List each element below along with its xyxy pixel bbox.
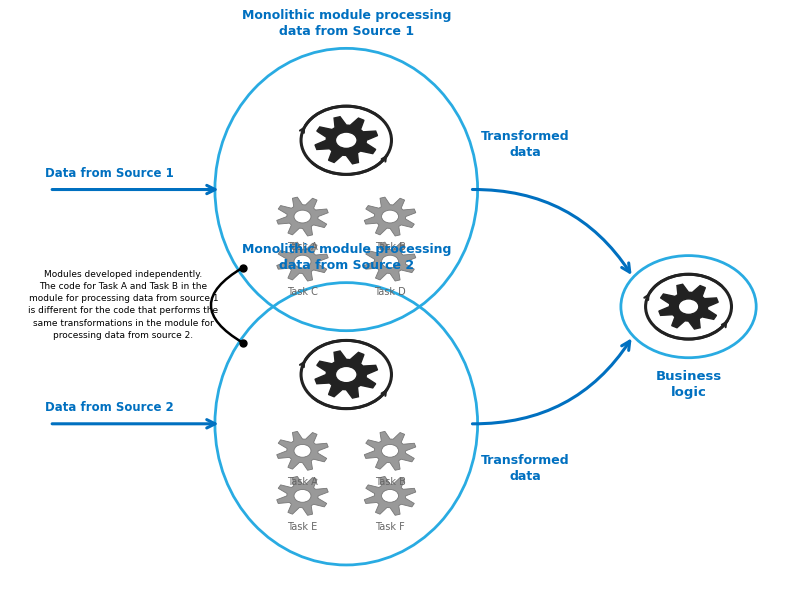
Polygon shape: [277, 477, 328, 515]
Circle shape: [335, 367, 357, 383]
Polygon shape: [315, 117, 377, 164]
Text: Data from Source 2: Data from Source 2: [45, 401, 174, 414]
Text: Data from Source 1: Data from Source 1: [45, 167, 174, 180]
Text: Monolithic module processing
data from Source 2: Monolithic module processing data from S…: [241, 243, 451, 272]
Polygon shape: [277, 242, 328, 281]
Text: Monolithic module processing
data from Source 1: Monolithic module processing data from S…: [241, 8, 451, 37]
Text: Task B: Task B: [375, 477, 405, 487]
Text: Task A: Task A: [287, 477, 318, 487]
Text: Business
logic: Business logic: [655, 370, 722, 398]
Circle shape: [381, 489, 399, 502]
Text: Task A: Task A: [287, 242, 318, 252]
Circle shape: [294, 255, 311, 268]
Text: Task E: Task E: [287, 522, 318, 532]
Text: Task C: Task C: [287, 287, 318, 297]
Polygon shape: [365, 477, 416, 515]
Polygon shape: [315, 351, 377, 398]
Polygon shape: [277, 197, 328, 236]
Circle shape: [678, 299, 699, 314]
Text: Modules developed independently.
The code for Task A and Task B in the
module fo: Modules developed independently. The cod…: [29, 270, 218, 340]
Circle shape: [335, 367, 357, 383]
Polygon shape: [365, 197, 416, 236]
Text: Task B: Task B: [375, 242, 405, 252]
Circle shape: [381, 255, 399, 268]
Polygon shape: [365, 242, 416, 281]
Circle shape: [294, 444, 311, 457]
Text: Transformed
data: Transformed data: [481, 130, 570, 159]
Text: Transformed
data: Transformed data: [481, 454, 570, 483]
Text: Task F: Task F: [375, 522, 405, 532]
Circle shape: [381, 210, 399, 223]
Circle shape: [678, 299, 699, 314]
Circle shape: [294, 210, 311, 223]
Text: Task D: Task D: [374, 287, 406, 297]
Polygon shape: [277, 432, 328, 470]
Circle shape: [294, 489, 311, 502]
Circle shape: [335, 132, 357, 148]
Circle shape: [381, 444, 399, 457]
Circle shape: [335, 132, 357, 148]
Polygon shape: [365, 432, 416, 470]
Polygon shape: [659, 284, 718, 329]
